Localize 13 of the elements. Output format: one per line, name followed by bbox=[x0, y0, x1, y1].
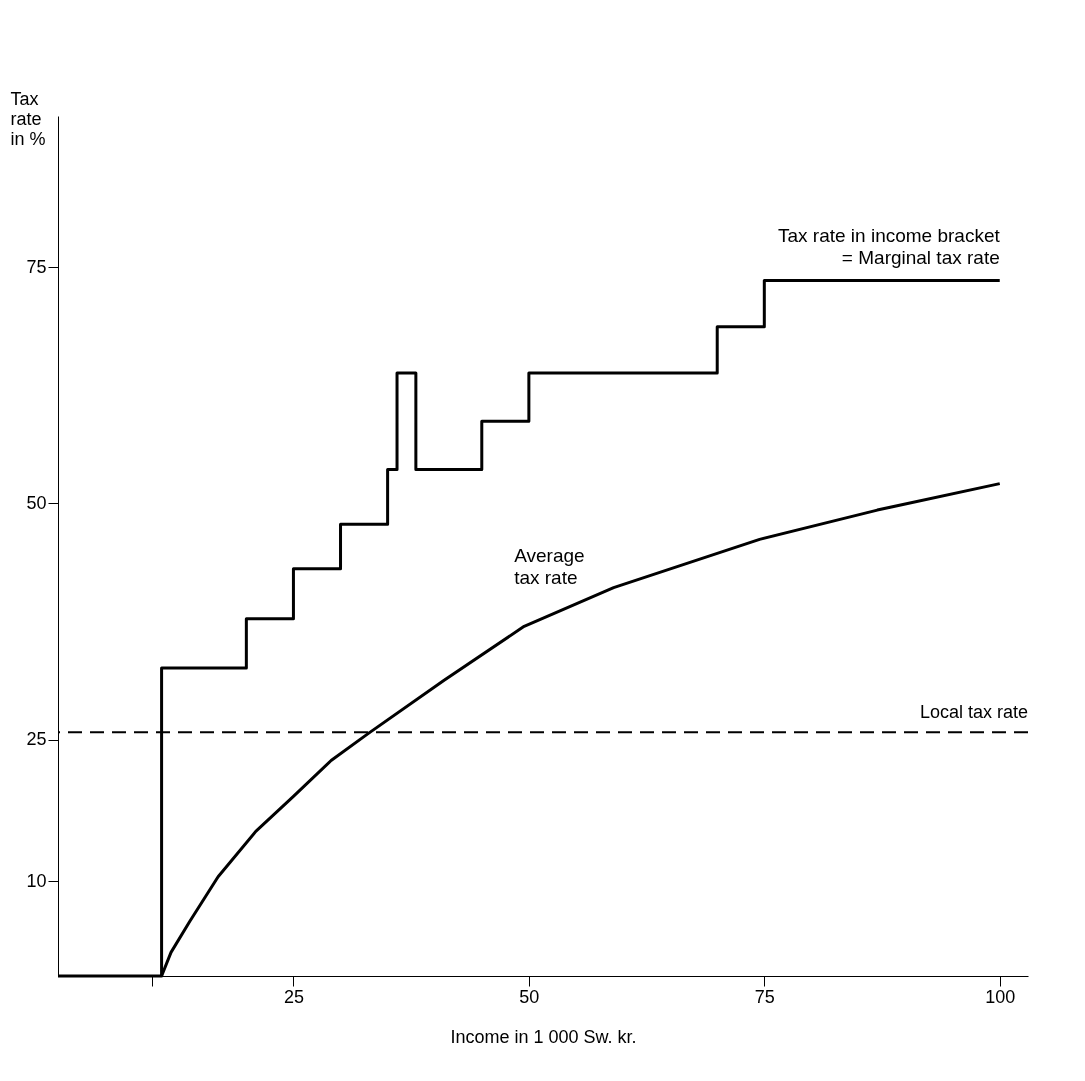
y-tick-label: 50 bbox=[26, 492, 47, 513]
y-tick-label: 25 bbox=[26, 729, 47, 750]
x-tick-label: 25 bbox=[283, 986, 304, 1007]
y-axis-title: Tax rate in % bbox=[10, 88, 46, 149]
series-label: Tax rate in income bracket = Marginal tax rate bbox=[777, 225, 1001, 269]
y-tick-label: 75 bbox=[26, 256, 47, 277]
y-tick-label: 10 bbox=[26, 870, 47, 891]
x-tick-label: 100 bbox=[985, 986, 1016, 1007]
series-label: Average tax rate bbox=[514, 545, 585, 589]
ref-line-label: Local tax rate bbox=[919, 702, 1028, 723]
x-tick-label: 50 bbox=[519, 986, 540, 1007]
x-tick-label: 75 bbox=[754, 986, 775, 1007]
x-axis-title: Income in 1 000 Sw. kr. bbox=[450, 1026, 637, 1047]
